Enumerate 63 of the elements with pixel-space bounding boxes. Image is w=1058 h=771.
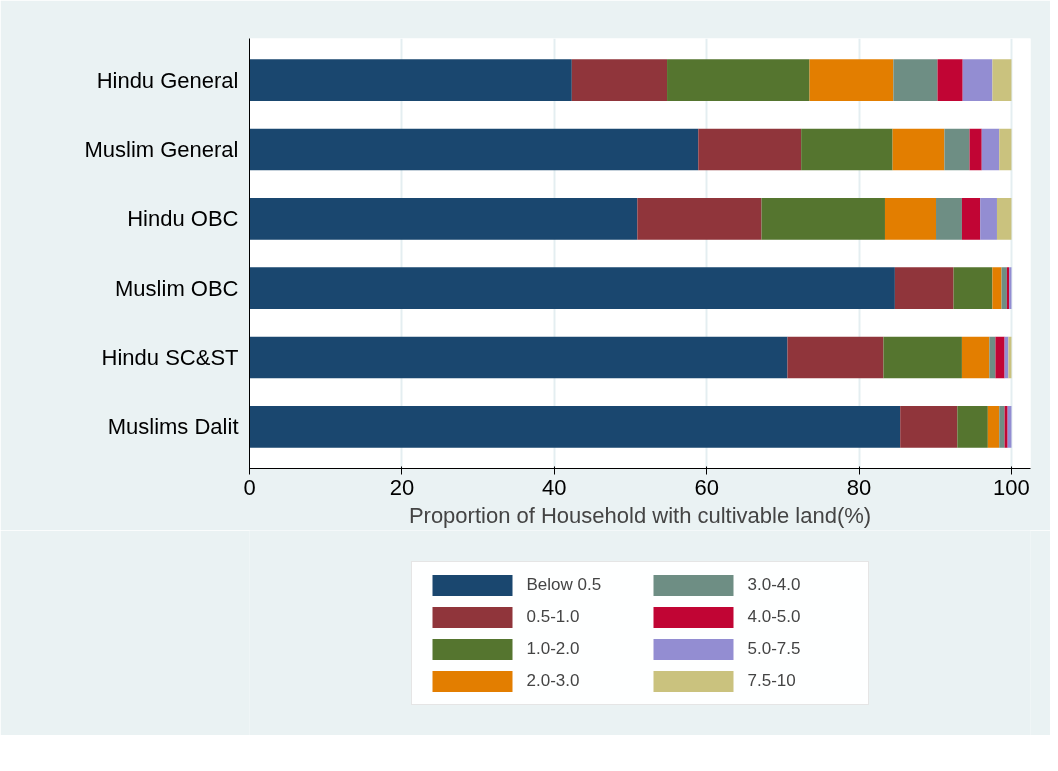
bar [962,59,993,101]
bar [969,128,982,171]
bar [992,267,1002,309]
bar [637,198,762,240]
bar [995,336,1005,379]
x-tick-label: 80 [846,474,872,500]
bar [1004,406,1008,448]
bar [987,406,1000,448]
bar [884,198,937,240]
legend-label: 3.0-4.0 [747,574,802,595]
bar [953,267,993,309]
bar [1008,336,1012,379]
bar [249,336,788,379]
bar [1001,267,1007,309]
bar [249,198,638,240]
bar [989,336,996,379]
bar [667,59,810,101]
x-tick-label: 0 [243,474,256,500]
y-tick-label: Muslims Dalit [107,414,239,440]
legend-label: 1.0-2.0 [526,638,581,659]
bar [992,59,1012,101]
bar [809,59,894,101]
bar [249,128,699,171]
y-tick-label: Muslim OBC [115,275,239,301]
x-axis-title: Proportion of Household with cultivable land(%) [408,502,872,528]
bar [957,406,988,448]
bar [761,198,885,240]
bar [892,128,945,171]
legend-label: 5.0-7.5 [747,638,802,659]
legend-label: 4.0-5.0 [747,606,802,627]
y-tick-label: Muslim General [84,136,239,162]
bar [996,198,1012,240]
x-tick-label: 20 [389,474,415,500]
bar [900,406,958,448]
bar [944,128,970,171]
bar [937,59,963,101]
y-tick-label: Hindu SC&ST [101,345,239,371]
y-tick-label: Hindu General [96,67,239,93]
bar [249,59,572,101]
bar [249,406,901,448]
bar [249,267,895,309]
bar [980,198,997,240]
bar [981,128,1000,171]
legend-label: 7.5-10 [747,670,797,691]
x-tick-label: 100 [993,474,1030,500]
legend-label: 2.0-3.0 [526,670,581,691]
x-tick-label: 60 [694,474,719,500]
bar [698,128,802,171]
bar [999,128,1012,171]
x-tick-label: 40 [542,474,567,500]
y-tick-label: Hindu OBC [127,206,239,232]
bar [961,336,990,379]
legend-label: Below 0.5 [526,574,603,595]
bar [961,198,981,240]
bar [801,128,893,171]
bar [883,336,962,379]
bar [893,59,938,101]
legend-label: 0.5-1.0 [526,606,581,627]
bar [571,59,668,101]
bar [936,198,962,240]
bar [894,267,954,309]
bar [787,336,884,379]
bar [999,406,1005,448]
